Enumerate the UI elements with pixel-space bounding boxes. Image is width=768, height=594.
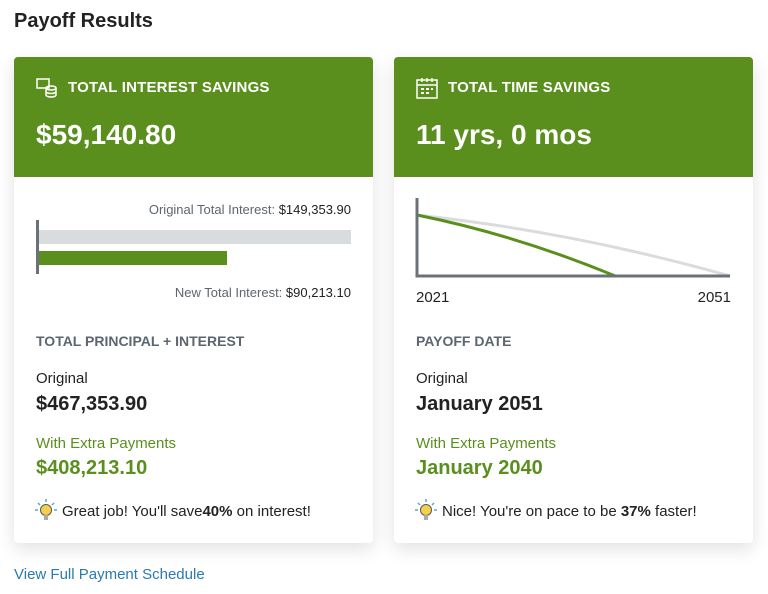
lightbulb-icon [35, 499, 57, 520]
original-interest-label: Original Total Interest: $149,353.90 [149, 202, 351, 217]
interest-savings-amount: $59,140.80 [36, 119, 177, 150]
payoff-timeline-chart [415, 198, 731, 278]
tip-prefix: Great job! You'll save [62, 502, 203, 520]
new-interest-label: New Total Interest: $90,213.10 [175, 285, 351, 300]
page-title: Payoff Results [14, 10, 153, 32]
extra-caption: With Extra Payments [416, 435, 557, 452]
time-card-heading: TOTAL TIME SAVINGS [448, 79, 611, 96]
new-interest-bar [39, 251, 227, 265]
tip-text: Nice! You're on pace to be 37% faster! [442, 503, 697, 520]
money-stack-icon [36, 78, 57, 98]
view-payment-schedule-link[interactable]: View Full Payment Schedule [14, 566, 205, 583]
original-caption: Original [416, 370, 468, 387]
time-savings-amount: 11 yrs, 0 mos [416, 119, 592, 150]
original-interest-bar [39, 230, 351, 244]
tip-text: Great job! You'll save40% on interest! [62, 503, 311, 520]
extra-caption: With Extra Payments [36, 435, 177, 452]
bar-axis [36, 220, 39, 274]
time-savings-card: TOTAL TIME SAVINGS 11 yrs, 0 mos 2021 20… [394, 57, 753, 543]
tip-suffix: faster! [650, 502, 697, 520]
new-interest-caption: New Total Interest: [174, 285, 283, 300]
tip-percent: 40% [202, 502, 233, 520]
interest-tip: Great job! You'll save40% on interest! [34, 499, 311, 523]
interest-savings-card: TOTAL INTEREST SAVINGS $59,140.80 Origin… [14, 57, 373, 543]
interest-card-header: TOTAL INTEREST SAVINGS $59,140.80 [14, 57, 373, 177]
original-caption: Original [36, 370, 88, 387]
lightbulb-icon [415, 499, 437, 520]
new-payoff-line [416, 213, 616, 278]
tip-percent: 37% [620, 502, 651, 520]
original-date: January 2051 [416, 393, 543, 415]
time-card-header: TOTAL TIME SAVINGS 11 yrs, 0 mos [394, 57, 753, 177]
extra-total: $408,213.10 [36, 457, 148, 479]
payoff-date-heading: PAYOFF DATE [416, 333, 512, 349]
tip-prefix: Nice! You're on pace to be [442, 502, 621, 520]
calendar-icon [416, 78, 438, 99]
original-total: $467,353.90 [36, 393, 148, 415]
chart-start-label: 2021 [416, 289, 450, 306]
original-interest-caption: Original Total Interest: [148, 202, 276, 217]
original-interest-value: $149,353.90 [278, 202, 351, 217]
extra-date: January 2040 [416, 457, 543, 479]
new-interest-value: $90,213.10 [285, 285, 351, 300]
interest-card-heading: TOTAL INTEREST SAVINGS [68, 79, 270, 96]
original-payoff-line [416, 213, 731, 278]
chart-axes [415, 198, 730, 278]
time-tip: Nice! You're on pace to be 37% faster! [414, 499, 697, 523]
principal-interest-heading: TOTAL PRINCIPAL + INTEREST [36, 333, 245, 349]
tip-suffix: on interest! [232, 502, 311, 520]
chart-end-label: 2051 [697, 289, 731, 306]
